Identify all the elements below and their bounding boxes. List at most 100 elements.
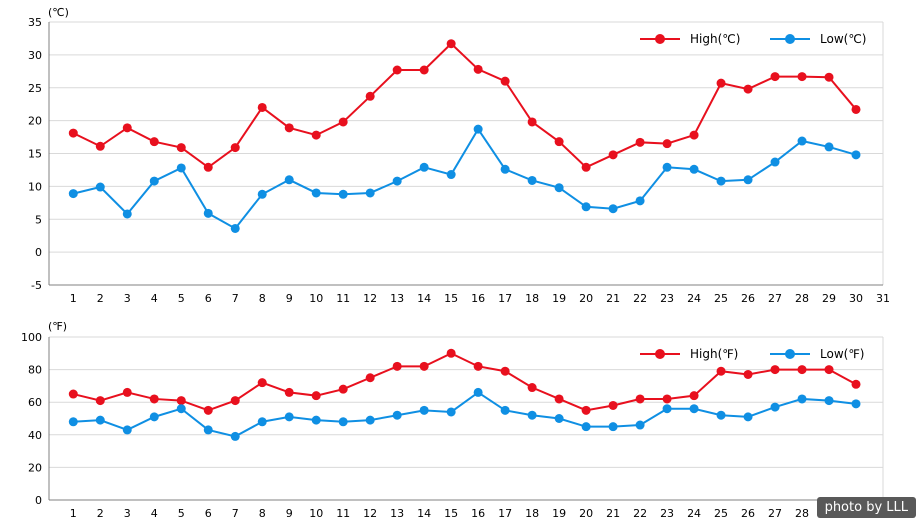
x-tick-label: 27 — [768, 292, 782, 305]
data-point — [581, 422, 591, 432]
data-point — [203, 208, 213, 218]
data-point — [851, 379, 861, 389]
data-point — [527, 383, 537, 393]
legend-marker — [655, 349, 665, 359]
data-point — [176, 396, 186, 406]
x-tick-label: 24 — [687, 292, 701, 305]
data-point — [824, 396, 834, 406]
x-tick-label: 8 — [259, 292, 266, 305]
data-point — [419, 162, 429, 172]
x-tick-label: 16 — [471, 507, 485, 520]
data-point — [473, 387, 483, 397]
x-tick-label: 13 — [390, 507, 404, 520]
x-tick-label: 22 — [633, 292, 647, 305]
data-point — [797, 136, 807, 146]
data-point — [68, 128, 78, 138]
x-tick-label: 5 — [178, 507, 185, 520]
data-point — [689, 404, 699, 414]
data-point — [770, 365, 780, 375]
x-tick-label: 31 — [876, 292, 890, 305]
x-tick-label: 4 — [151, 507, 158, 520]
data-point — [257, 102, 267, 112]
x-tick-label: 20 — [579, 507, 593, 520]
y-tick-label: 20 — [28, 461, 42, 474]
x-tick-label: 12 — [363, 292, 377, 305]
x-tick-label: 20 — [579, 292, 593, 305]
data-point — [689, 391, 699, 401]
data-point — [851, 104, 861, 114]
data-point — [770, 402, 780, 412]
data-point — [662, 394, 672, 404]
y-tick-label: 35 — [28, 16, 42, 29]
x-tick-label: 14 — [417, 292, 431, 305]
x-tick-label: 5 — [178, 292, 185, 305]
y-tick-label: 20 — [28, 115, 42, 128]
series-line — [72, 42, 857, 169]
photo-credit-badge: photo by LLL — [816, 497, 916, 518]
data-point — [68, 189, 78, 199]
x-tick-label: 28 — [795, 292, 809, 305]
y-tick-label: 0 — [35, 494, 42, 507]
y-tick-label: 30 — [28, 49, 42, 62]
y-tick-label: 40 — [28, 429, 42, 442]
x-tick-label: 3 — [124, 507, 131, 520]
legend-marker — [655, 34, 665, 44]
legend-label: High(℃) — [690, 32, 740, 46]
series-line — [73, 391, 857, 438]
x-tick-label: 23 — [660, 507, 674, 520]
data-point — [581, 202, 591, 212]
data-point — [284, 123, 294, 133]
data-point — [311, 415, 321, 425]
data-point — [338, 189, 348, 199]
data-point — [527, 117, 537, 127]
data-point — [797, 365, 807, 375]
data-point — [446, 348, 456, 358]
data-point — [176, 404, 186, 414]
data-point — [122, 425, 132, 435]
data-point — [824, 365, 834, 375]
data-point — [743, 175, 753, 185]
data-point — [338, 417, 348, 427]
x-tick-label: 21 — [606, 507, 620, 520]
data-point — [122, 123, 132, 133]
data-point — [446, 39, 456, 49]
data-point — [365, 415, 375, 425]
data-point — [851, 150, 861, 160]
data-point — [500, 164, 510, 174]
data-point — [203, 405, 213, 415]
y-tick-label: 5 — [35, 213, 42, 226]
x-tick-label: 12 — [363, 507, 377, 520]
series-line — [73, 352, 857, 412]
data-point — [608, 150, 618, 160]
x-tick-label: 7 — [232, 507, 239, 520]
data-point — [95, 182, 105, 192]
x-tick-label: 7 — [232, 292, 239, 305]
x-tick-label: 9 — [286, 507, 293, 520]
x-tick-label: 8 — [259, 507, 266, 520]
x-tick-label: 27 — [768, 507, 782, 520]
data-point — [608, 204, 618, 214]
x-tick-label: 15 — [444, 507, 458, 520]
data-point — [716, 176, 726, 186]
data-point — [446, 170, 456, 180]
data-point — [743, 369, 753, 379]
series-line — [73, 127, 857, 230]
data-point — [311, 188, 321, 198]
x-tick-label: 30 — [849, 292, 863, 305]
data-point — [149, 394, 159, 404]
data-point — [176, 143, 186, 153]
data-point — [743, 84, 753, 94]
x-tick-label: 14 — [417, 507, 431, 520]
x-tick-label: 15 — [444, 292, 458, 305]
data-point — [473, 361, 483, 371]
legend-marker — [785, 349, 795, 359]
y-tick-label: 80 — [28, 364, 42, 377]
x-tick-label: 10 — [309, 292, 323, 305]
data-point — [770, 157, 780, 167]
x-tick-label: 23 — [660, 292, 674, 305]
data-point — [95, 396, 105, 406]
x-tick-label: 18 — [525, 292, 539, 305]
data-point — [95, 415, 105, 425]
data-point — [68, 389, 78, 399]
legend-label: Low(℃) — [820, 32, 866, 46]
